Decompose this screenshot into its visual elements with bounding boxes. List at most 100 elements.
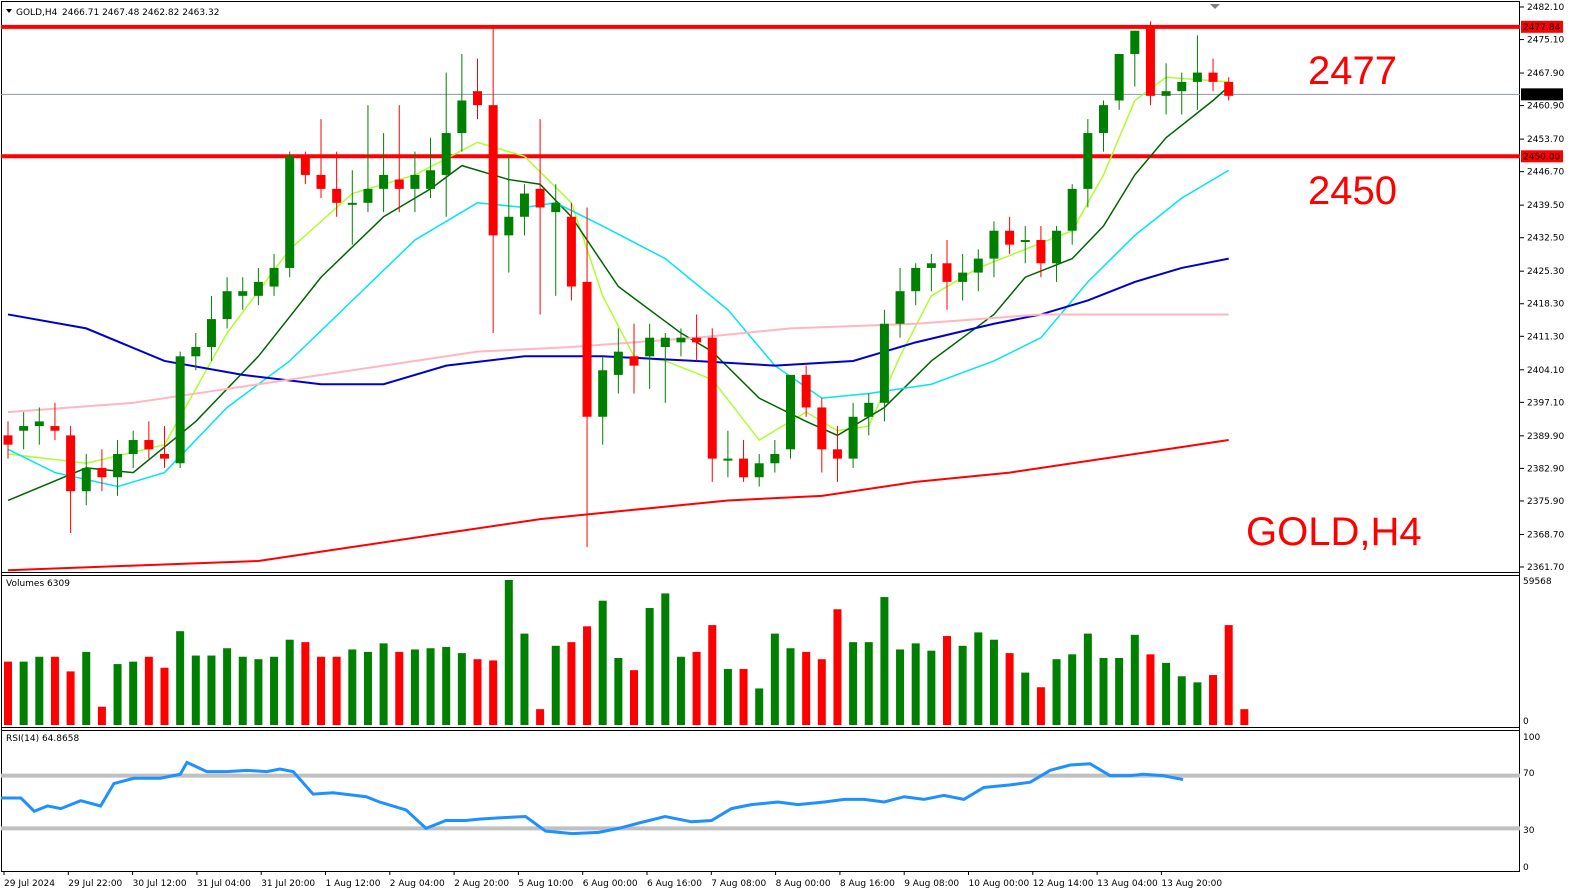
volume-bar xyxy=(410,649,419,725)
volume-bar xyxy=(1115,657,1124,725)
candle-body xyxy=(535,188,545,208)
volume-bar xyxy=(473,659,482,725)
time-tick-label: 7 Aug 08:00 xyxy=(711,879,766,889)
candle-body xyxy=(347,202,357,205)
volume-bar xyxy=(708,625,717,725)
price-tick-label: 2389.90 xyxy=(1527,432,1564,442)
volume-bar xyxy=(1036,687,1045,725)
volume-bar xyxy=(911,643,920,725)
volume-bar xyxy=(880,597,889,725)
volume-bar xyxy=(1177,676,1186,725)
volume-bar xyxy=(348,649,357,725)
volume-bar xyxy=(598,600,607,725)
volume-bar xyxy=(943,636,951,725)
candle-body xyxy=(504,216,514,236)
current-price-tag xyxy=(1521,88,1563,101)
volume-bar xyxy=(583,626,592,725)
candle-body xyxy=(175,356,185,464)
time-tick-label: 8 Aug 00:00 xyxy=(776,879,831,889)
volume-bar xyxy=(567,642,576,725)
candle-body xyxy=(206,319,216,347)
time-tick-label: 29 Jul 22:00 xyxy=(68,879,122,889)
candle-body xyxy=(754,463,764,478)
volume-bar xyxy=(723,668,732,725)
price-tick-label: 2453.70 xyxy=(1527,135,1564,145)
time-tick-label: 2 Aug 20:00 xyxy=(454,879,509,889)
price-tick-label: 2418.30 xyxy=(1527,300,1564,310)
candle-body xyxy=(473,91,482,106)
volume-bar xyxy=(301,642,310,725)
price-tick-label: 2460.90 xyxy=(1527,102,1564,112)
volume-bar xyxy=(254,659,263,725)
volume-bar xyxy=(989,639,998,725)
candle-body xyxy=(566,216,576,287)
candle-body xyxy=(519,193,529,217)
candle-body xyxy=(285,156,295,268)
volume-bar xyxy=(739,668,748,725)
volume-max-label: 59568 xyxy=(1523,577,1552,587)
volume-bar xyxy=(536,709,545,725)
candle-body xyxy=(598,370,608,417)
candle-body xyxy=(81,467,91,492)
level-price-tag xyxy=(1521,150,1563,163)
time-axis: 29 Jul 2024 29 Jul 22:00 30 Jul 12:00 31 Ju… xyxy=(3,871,1222,889)
candle-body xyxy=(97,467,107,478)
moving-average-line xyxy=(7,439,1229,572)
candle-body xyxy=(1020,240,1030,243)
time-tick-label: 30 Jul 12:00 xyxy=(133,879,187,889)
time-tick-label: 6 Aug 16:00 xyxy=(647,879,702,889)
volume-bar xyxy=(66,671,75,725)
volume-bar xyxy=(614,657,623,725)
moving-average-line xyxy=(7,169,1230,488)
volume-bar xyxy=(97,706,106,725)
time-tick-label: 31 Jul 20:00 xyxy=(261,879,315,889)
volume-bar xyxy=(630,670,638,725)
candle-body xyxy=(34,421,44,427)
candle-body xyxy=(770,453,780,464)
volume-bar xyxy=(786,648,795,725)
volume-bar xyxy=(19,661,28,725)
candle-body xyxy=(1036,240,1046,264)
volume-bar xyxy=(363,651,372,725)
volume-bar xyxy=(974,632,983,725)
volume-bar xyxy=(864,642,873,725)
candle-body xyxy=(551,202,561,213)
time-tick-label: 31 Jul 04:00 xyxy=(197,879,251,889)
volume-bar xyxy=(1224,625,1233,725)
candle-body xyxy=(144,440,154,450)
candle-body xyxy=(222,291,232,320)
candle-body xyxy=(692,337,702,343)
volume-bar xyxy=(442,647,451,725)
level-price-tag xyxy=(1521,20,1563,33)
candle-body xyxy=(973,258,983,273)
volume-bar xyxy=(1146,654,1155,725)
scroll-marker-icon[interactable] xyxy=(1210,4,1220,9)
price-tick-label: 2411.30 xyxy=(1527,332,1564,342)
triangle-down-icon[interactable] xyxy=(6,9,12,13)
candle-body xyxy=(786,374,795,450)
level-price-label: 2450.00 xyxy=(1523,152,1560,162)
candle-body xyxy=(50,426,60,431)
volume-bar xyxy=(144,656,153,725)
volume-bar xyxy=(676,656,685,725)
candle-body xyxy=(160,453,169,459)
time-tick-label: 12 Aug 14:00 xyxy=(1033,879,1094,889)
volume-bar xyxy=(504,580,513,725)
price-tick-label: 2467.90 xyxy=(1527,69,1564,79)
volume-bar xyxy=(317,656,325,725)
candle-body xyxy=(926,263,936,268)
candle-body xyxy=(942,263,952,282)
candle-body xyxy=(19,426,29,431)
candle-body xyxy=(629,356,639,366)
candle-body xyxy=(864,402,874,417)
candle-body xyxy=(989,230,999,259)
candle-body xyxy=(410,174,420,189)
volume-label: Volumes 6309 xyxy=(6,579,70,589)
rsi-bottom-label: 0 xyxy=(1523,863,1529,873)
candle-body xyxy=(269,267,279,287)
rsi-label: RSI(14) 64.8658 xyxy=(6,734,79,744)
moving-average-line xyxy=(7,76,1229,465)
ohlc-readout: 2466.71 2467.48 2462.82 2463.32 xyxy=(62,8,219,18)
candle-body xyxy=(1208,72,1218,82)
